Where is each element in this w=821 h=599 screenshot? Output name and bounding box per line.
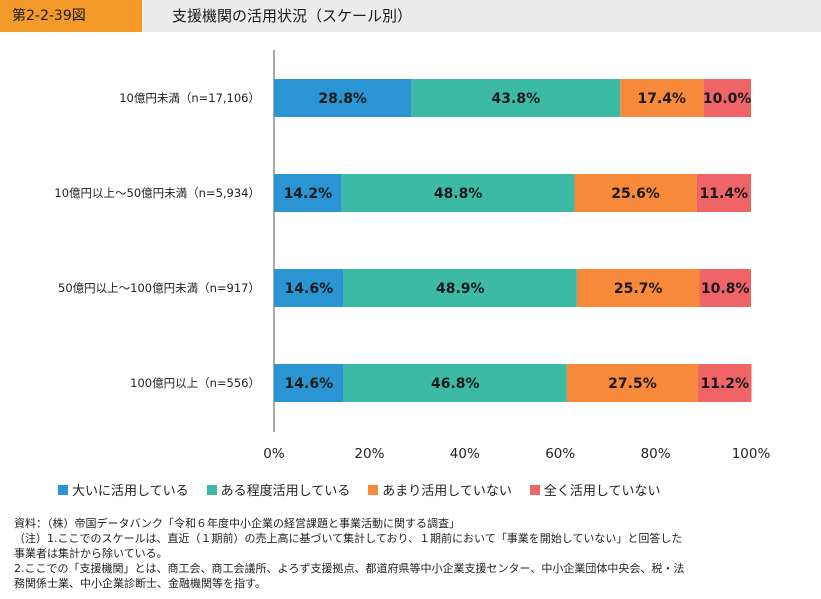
note-1-line-2: 事業者は集計から除いている。 bbox=[14, 547, 168, 560]
legend-label-1: 大いに活用している bbox=[72, 484, 189, 499]
bar-4-series-3 bbox=[566, 364, 699, 402]
legend-swatch-2 bbox=[206, 484, 217, 495]
figure-number: 第2-2-39図 bbox=[0, 0, 142, 32]
category-label-3: 50億円以上～100億円未満（n=917） bbox=[58, 281, 260, 295]
x-tick-label-5: 80% bbox=[641, 446, 671, 462]
x-tick-label-2: 20% bbox=[354, 446, 384, 462]
legend: 大いに活用している ある程度活用している あまり活用していない 全く活用していな… bbox=[58, 480, 661, 499]
bars-group: 28.8% 43.8% 17.4% 10.0% 14.2% 48.8% 25.6% 11.4%… bbox=[274, 79, 752, 402]
category-label-1: 10億円未満（n=17,106） bbox=[119, 91, 260, 105]
note-2-line-2: 務関係士業、中小企業診断士、金融機関等を指す。 bbox=[14, 577, 266, 590]
bar-2-series-2 bbox=[341, 174, 575, 212]
data-label-1-series-3: 17.4% bbox=[638, 91, 687, 107]
data-label-4-series-2: 46.8% bbox=[431, 376, 480, 392]
data-label-1-series-2: 43.8% bbox=[492, 91, 541, 107]
legend-label-3: あまり活用していない bbox=[382, 484, 512, 499]
category-labels-group: 10億円未満（n=17,106） 10億円以上～50億円未満（n=5,934） 50… bbox=[54, 91, 260, 390]
data-label-2-series-1: 14.2% bbox=[284, 186, 333, 202]
bar-3-series-4 bbox=[699, 269, 751, 307]
note-1-line-1: （注）1.ここでのスケールは、直近（１期前）の売上高に基づいて集計しており、１期… bbox=[14, 532, 683, 545]
bar-1-series-4 bbox=[703, 79, 751, 117]
data-label-2-series-4: 11.4% bbox=[700, 186, 749, 202]
header-bar: 第2-2-39図 支援機関の活用状況（スケール別） bbox=[0, 0, 821, 32]
note-2-line-1: 2.ここでの「支援機関」とは、商工会、商工会議所、よろず支援拠点、都道府県等中小… bbox=[14, 562, 685, 575]
data-label-3-series-3: 25.7% bbox=[614, 281, 663, 297]
legend-swatch-3 bbox=[368, 484, 379, 495]
legend-swatch-4 bbox=[529, 484, 540, 495]
legend-item-2: ある程度活用している bbox=[206, 480, 351, 499]
data-label-1-series-1: 28.8% bbox=[318, 91, 367, 107]
category-label-2: 10億円以上～50億円未満（n=5,934） bbox=[54, 186, 260, 200]
data-label-3-series-2: 48.9% bbox=[436, 281, 485, 297]
bar-4-series-4 bbox=[698, 364, 752, 402]
bar-2-series-3 bbox=[574, 174, 697, 212]
data-label-1-series-4: 10.0% bbox=[703, 91, 752, 107]
data-label-3-series-4: 10.8% bbox=[701, 281, 750, 297]
stacked-bar-chart: 28.8% 43.8% 17.4% 10.0% 14.2% 48.8% 25.6% 11.4%… bbox=[54, 50, 770, 462]
x-tick-label-6: 100% bbox=[732, 446, 771, 462]
x-tick-label-4: 60% bbox=[545, 446, 575, 462]
category-label-4: 100億円以上（n=556） bbox=[130, 376, 260, 390]
bar-1-series-1 bbox=[274, 79, 412, 117]
data-label-4-series-4: 11.2% bbox=[700, 376, 749, 392]
bar-1-series-3 bbox=[620, 79, 704, 117]
data-label-2-series-2: 48.8% bbox=[434, 186, 483, 202]
x-tick-label-3: 40% bbox=[450, 446, 480, 462]
bar-2-series-4 bbox=[696, 174, 751, 212]
legend-item-3: あまり活用していない bbox=[368, 480, 512, 499]
legend-label-2: ある程度活用している bbox=[220, 484, 351, 499]
bar-3-series-3 bbox=[576, 269, 700, 307]
legend-label-4: 全く活用していない bbox=[543, 484, 661, 499]
x-tick-label-1: 0% bbox=[263, 446, 285, 462]
legend-swatch-1 bbox=[58, 484, 68, 495]
footnotes: 資料：（株）帝国データバンク「令和６年度中小企業の経営課題と事業活動に関する調査… bbox=[14, 516, 809, 591]
x-tick-labels-group: 0% 20% 40% 60% 80% 100% bbox=[263, 446, 770, 462]
data-label-2-series-3: 25.6% bbox=[611, 186, 660, 202]
data-label-4-series-3: 27.5% bbox=[608, 376, 657, 392]
bar-1-series-2 bbox=[411, 79, 621, 117]
legend-item-1: 大いに活用している bbox=[58, 480, 189, 499]
bar-3-series-1 bbox=[274, 269, 344, 307]
bar-2-series-1 bbox=[274, 174, 342, 212]
bar-4-series-1 bbox=[274, 364, 344, 402]
data-label-4-series-1: 14.6% bbox=[285, 376, 334, 392]
source-note: 資料：（株）帝国データバンク「令和６年度中小企業の経営課題と事業活動に関する調査… bbox=[14, 517, 461, 530]
legend-item-4: 全く活用していない bbox=[529, 480, 661, 499]
bar-4-series-2 bbox=[343, 364, 567, 402]
data-label-3-series-1: 14.6% bbox=[285, 281, 334, 297]
chart-title: 支援機関の活用状況（スケール別） bbox=[172, 7, 413, 25]
bar-3-series-2 bbox=[343, 269, 577, 307]
